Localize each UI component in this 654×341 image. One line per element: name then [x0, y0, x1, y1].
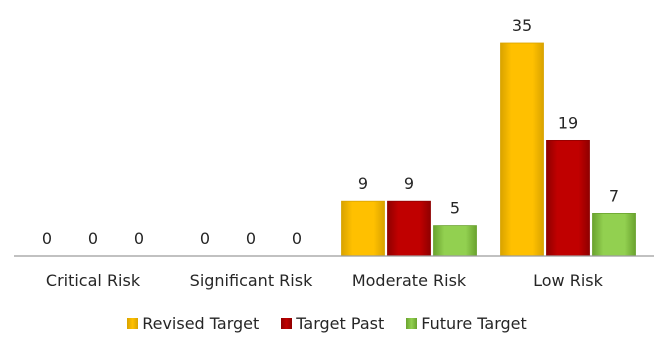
legend-label: Revised Target: [142, 314, 260, 333]
data-label: 0: [200, 229, 210, 248]
legend-swatch: [127, 318, 139, 329]
data-label: 0: [292, 229, 302, 248]
bar: [341, 200, 385, 257]
bar: [387, 200, 431, 257]
data-label: 0: [88, 229, 98, 248]
bar: [433, 225, 477, 257]
legend-label: Target Past: [296, 314, 385, 333]
data-label: 0: [246, 229, 256, 248]
data-label: 9: [404, 174, 414, 193]
category-label: Low Risk: [533, 271, 603, 290]
data-label: 19: [558, 113, 578, 132]
legend-swatch: [281, 318, 293, 329]
data-label: 35: [512, 16, 532, 35]
category-label: Critical Risk: [46, 271, 141, 290]
category-label: Moderate Risk: [352, 271, 467, 290]
legend-item: Target Past: [281, 314, 384, 333]
legend-item: Revised Target: [127, 314, 259, 333]
bar: [546, 139, 590, 257]
bars-layer: [341, 42, 636, 257]
category-labels-layer: Critical Risk Significant Risk Moderate Ri…: [46, 271, 604, 290]
category-label: Significant Risk: [190, 271, 313, 290]
data-label: 9: [358, 174, 368, 193]
data-label: 5: [450, 199, 460, 218]
legend: Revised Target Target Past Future Target: [0, 314, 654, 333]
data-label: 7: [609, 186, 619, 205]
data-label: 0: [134, 229, 144, 248]
legend-swatch: [406, 318, 418, 329]
legend-item: Future Target: [406, 314, 527, 333]
bar: [592, 212, 636, 257]
value-labels-layer: 0 0 0 0 0 0 9 9 5 35 19 7: [42, 16, 619, 248]
data-label: 0: [42, 229, 52, 248]
bar: [500, 42, 544, 257]
legend-label: Future Target: [421, 314, 527, 333]
